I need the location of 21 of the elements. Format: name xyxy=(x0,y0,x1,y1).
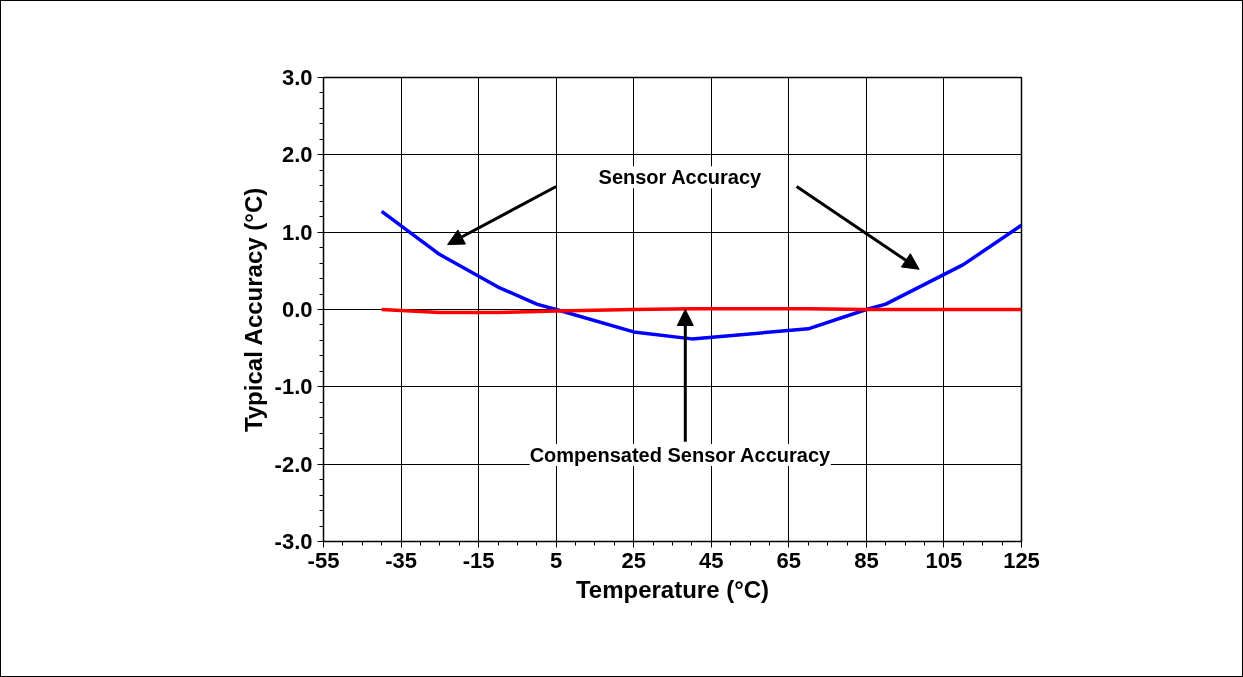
y-tick-label: 3.0 xyxy=(281,65,313,90)
annotation: Compensated Sensor Accuracy xyxy=(529,443,831,466)
y-tick-label: -1.0 xyxy=(274,374,313,400)
x-tick-label: 5 xyxy=(550,547,563,573)
x-tick-label: 45 xyxy=(699,547,724,573)
x-tick-label: 125 xyxy=(1003,547,1040,573)
y-tick-label: 1.0 xyxy=(281,219,313,245)
x-tick-label: 105 xyxy=(925,547,963,573)
y-tick-label: -3.0 xyxy=(274,529,313,554)
x-tick-label: -35 xyxy=(385,547,417,573)
y-tick-label: -2.0 xyxy=(274,451,313,477)
x-tick-label: 25 xyxy=(621,547,646,573)
line-series xyxy=(379,209,1022,341)
x-tick-label: 65 xyxy=(776,547,802,573)
x-axis-title: Temperature (°C) xyxy=(575,575,770,603)
x-tick-label: 85 xyxy=(854,547,879,573)
x-tick-label: -15 xyxy=(462,547,495,573)
y-tick-label: 0.0 xyxy=(281,297,313,322)
y-axis-title: Typical Accuracy (°C) xyxy=(239,187,267,433)
y-tick-label: 2.0 xyxy=(281,142,313,168)
annotation: Sensor Accuracy xyxy=(598,166,763,189)
